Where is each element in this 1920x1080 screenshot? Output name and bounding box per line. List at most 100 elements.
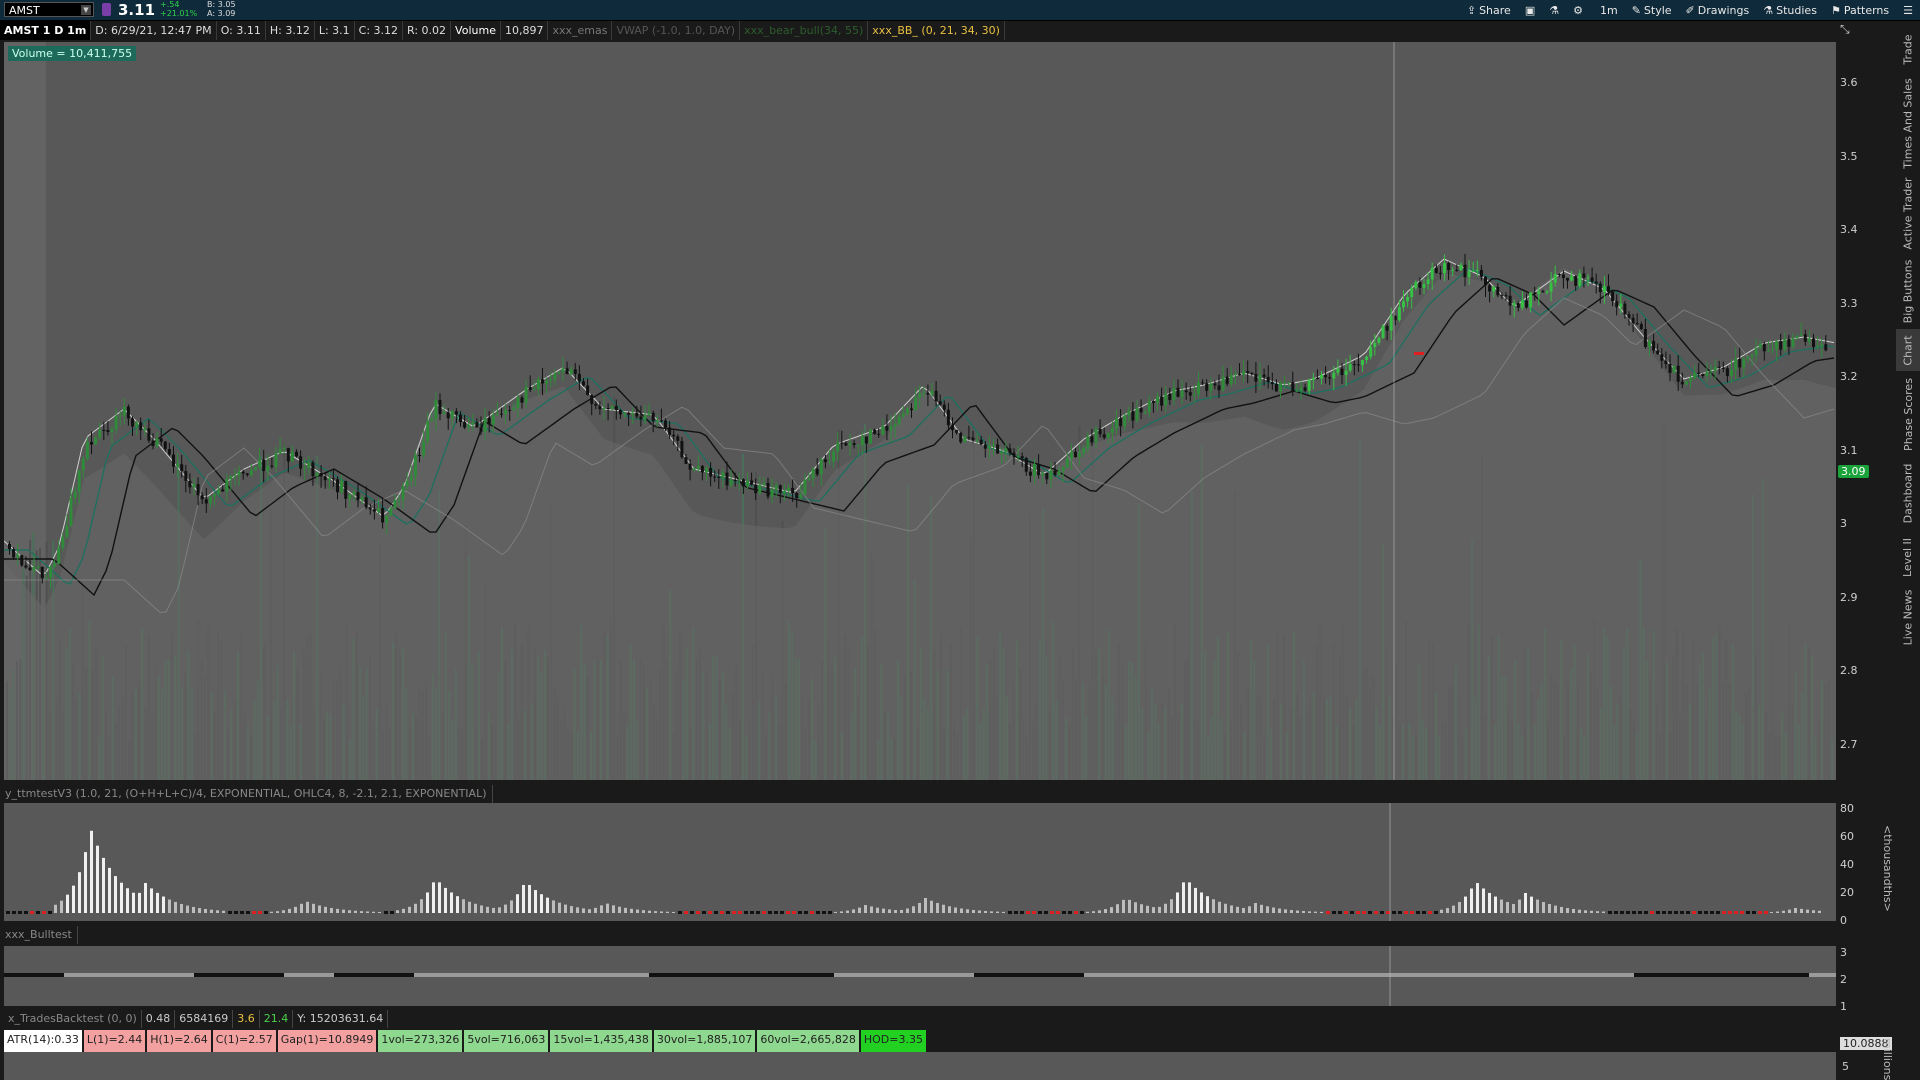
toolbar-item-gear[interactable]: ⚙ — [1566, 0, 1590, 20]
ttm-squeeze-dot — [1668, 911, 1672, 914]
candle-body — [536, 379, 540, 390]
ttm-bar — [1314, 911, 1317, 913]
tab-label: Level II — [1901, 537, 1915, 577]
tab-chart[interactable]: Chart — [1896, 329, 1920, 371]
candle-body — [1082, 447, 1086, 453]
tab-dashboard[interactable]: Dashboard — [1896, 457, 1920, 529]
study-bear-bull[interactable]: xxx_bear_bull(34, 55) — [740, 21, 869, 40]
toolbar-item-1m[interactable]: 1m — [1590, 0, 1625, 20]
ttm-bar — [1170, 899, 1173, 913]
candle-body — [1467, 271, 1471, 278]
candle-body — [565, 368, 569, 375]
toolbar-item-patterns[interactable]: ⚑ Patterns — [1824, 0, 1896, 20]
ttm-bar — [66, 894, 69, 913]
ttm-squeeze-dot — [1044, 911, 1048, 914]
tab-trade[interactable]: Trade — [1896, 25, 1920, 73]
study-panel-ttm-title[interactable]: y_ttmtestV3 (1.0, 21, (O+H+L+C)/4, EXPON… — [0, 785, 493, 803]
tab-level-ii[interactable]: Level II — [1896, 531, 1920, 583]
tab-active-trader[interactable]: Active Trader — [1896, 173, 1920, 253]
toolbar-item-share[interactable]: ⇪ Share — [1460, 0, 1518, 20]
toolbar-item-window[interactable]: ▣ — [1518, 0, 1542, 20]
candle-body — [1139, 408, 1143, 413]
tab-live-news[interactable]: Live News — [1896, 585, 1920, 649]
ttm-squeeze-dot — [744, 911, 748, 914]
candle-body — [807, 478, 811, 480]
stat-label: HOD=3.35 — [860, 1030, 926, 1052]
candle-body — [1611, 291, 1615, 302]
symbol-input[interactable]: AMST ▼ — [4, 2, 94, 17]
study-panel-bull-title[interactable]: xxx_Bulltest — [0, 926, 78, 944]
chart-id[interactable]: AMST 1 D 1m — [0, 21, 92, 40]
ttm-squeeze-dot — [822, 911, 826, 914]
change-value: +.54 — [160, 0, 180, 9]
ttm-bar — [978, 910, 981, 913]
candle-body — [217, 489, 221, 495]
candle-body — [1602, 286, 1606, 293]
volume-panel[interactable] — [4, 1052, 1836, 1080]
candle-body — [196, 484, 200, 496]
toolbar-item-menu[interactable]: ☰ — [1896, 0, 1920, 20]
study-emas[interactable]: xxx_emas — [548, 21, 613, 40]
ttm-bar — [450, 892, 453, 913]
toolbar-item-drawings[interactable]: ✐ Drawings — [1679, 0, 1757, 20]
ttm-bar — [486, 906, 489, 913]
ttm-squeeze-dot — [12, 911, 16, 914]
link-group-icon[interactable] — [102, 3, 111, 16]
toolbar-item-style[interactable]: ✎ Style — [1625, 0, 1679, 20]
ttm-bar — [1560, 906, 1563, 913]
ttm-squeeze-dot — [24, 911, 28, 914]
candle-body — [385, 515, 389, 523]
study-bb[interactable]: xxx_BB_ (0, 21, 34, 30) — [868, 21, 1005, 40]
price-axis-tick: 3.5 — [1840, 149, 1858, 163]
ttm-bar — [1806, 909, 1809, 913]
ttm-bar — [420, 899, 423, 913]
candle-body — [323, 476, 327, 481]
candle-body — [1414, 282, 1418, 289]
candle-body — [1537, 291, 1541, 295]
ttm-bar — [432, 882, 435, 913]
ttm-bar — [1596, 911, 1599, 913]
candle-body — [118, 415, 122, 417]
ttm-squeeze-dot — [1068, 911, 1072, 914]
candle-body — [541, 379, 544, 384]
chart-header: AMST 1 D 1m D: 6/29/21, 12:47 PM O: 3.11… — [0, 21, 1005, 40]
ttm-bar — [1464, 896, 1467, 913]
ttm-axis-tick: 20 — [1840, 886, 1854, 899]
candle-body — [1131, 410, 1135, 421]
ttm-squeeze-dot — [1074, 911, 1078, 914]
backtest-name[interactable]: x_TradesBacktest (0, 0) — [4, 1010, 142, 1028]
tab-times-and-sales[interactable]: Times And Sales — [1896, 75, 1920, 171]
candle-body — [594, 403, 598, 406]
candle-body — [528, 387, 532, 390]
price-chart-canvas[interactable] — [4, 42, 1836, 780]
candle-body — [307, 462, 311, 468]
tab-big-buttons[interactable]: Big Buttons — [1896, 255, 1920, 327]
candle-body — [1168, 393, 1172, 400]
ttm-bar — [222, 910, 225, 913]
toolbar-item-flask[interactable]: ⚗ — [1542, 0, 1566, 20]
candle-body — [1434, 267, 1438, 273]
toolbar-item-studies[interactable]: ⚗ Studies — [1756, 0, 1824, 20]
price-axis[interactable]: 3.6 3.5 3.4 3.3 3.2 3.1 3 2.9 2.8 2.7 — [1838, 42, 1888, 780]
study-panel-bull[interactable] — [4, 946, 1836, 1006]
ttm-bar — [972, 909, 975, 913]
study-vwap[interactable]: VWAP (-1.0, 1.0, DAY) — [612, 21, 741, 40]
ttm-squeeze-dot — [384, 911, 388, 914]
ttm-bar — [354, 910, 357, 913]
volume-unit-label: millions — [1881, 1038, 1894, 1080]
candle-body — [922, 392, 926, 394]
candle-body — [1656, 350, 1660, 355]
candle-body — [1496, 286, 1500, 296]
candle-body — [344, 480, 348, 499]
ttm-bar — [1770, 911, 1773, 913]
price-chart[interactable] — [4, 42, 1836, 780]
zoom-icon[interactable]: ⤡ — [1840, 22, 1850, 36]
candle-body — [1041, 472, 1045, 476]
study-panel-ttm[interactable] — [4, 803, 1836, 921]
ttm-bar — [474, 903, 477, 913]
tab-phase-scores[interactable]: Phase Scores — [1896, 373, 1920, 455]
tab-label: Active Trader — [1901, 176, 1915, 250]
chevron-down-icon[interactable]: ▼ — [81, 5, 91, 15]
volume-label[interactable]: Volume — [451, 21, 501, 40]
candle-body — [1340, 368, 1344, 376]
